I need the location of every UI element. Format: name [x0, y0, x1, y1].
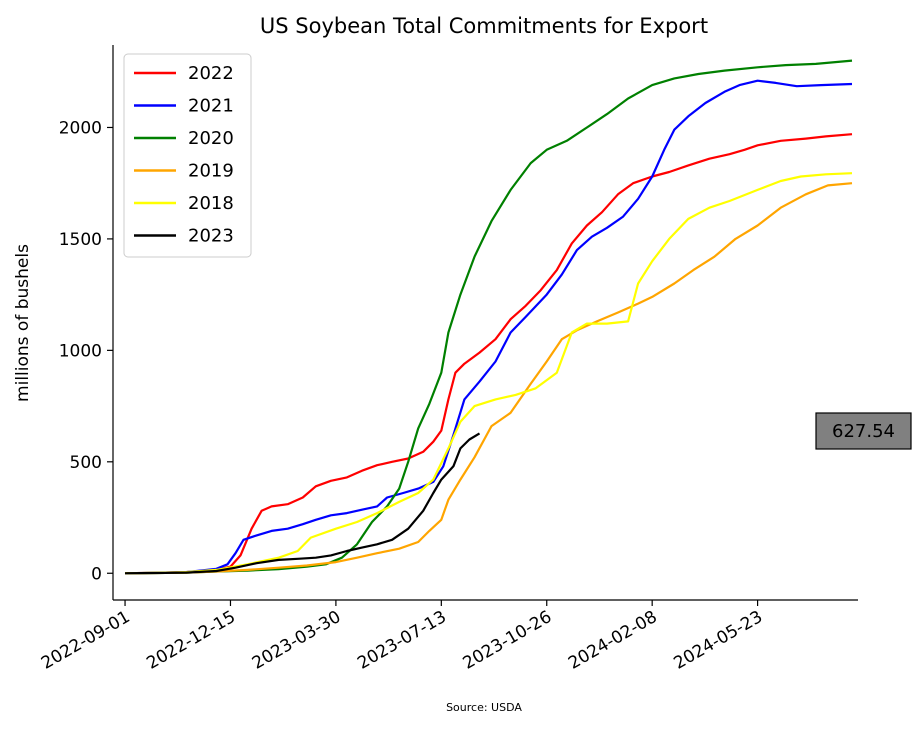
legend-label-2023: 2023 — [188, 226, 234, 247]
x-tick-label: 2022-09-01 — [38, 607, 134, 674]
series-line-2019 — [124, 182, 853, 575]
series-line-2020 — [124, 59, 853, 575]
callout-value: 627.54 — [832, 421, 895, 442]
series-line-2021 — [124, 79, 853, 575]
series-line-2022 — [124, 133, 853, 575]
legend-label-2021: 2021 — [188, 96, 234, 117]
legend: 2022 2021 2020 2019 2018 2023 — [123, 53, 252, 258]
x-tick-label: 2024-05-23 — [671, 607, 767, 674]
source-note: Source: USDA — [446, 701, 522, 714]
legend-label-2020: 2020 — [188, 128, 234, 149]
series-line-2023 — [124, 432, 481, 575]
chart-title: US Soybean Total Commitments for Export — [260, 14, 708, 38]
legend-label-2022: 2022 — [188, 63, 234, 84]
x-tick-label: 2024-02-08 — [565, 607, 661, 674]
value-callout: 627.54 — [815, 412, 912, 450]
y-tick-label: 0 — [91, 564, 102, 584]
y-axis-label: millions of bushels — [13, 244, 33, 402]
y-tick-label: 2000 — [59, 118, 102, 138]
x-tick-label: 2023-10-26 — [460, 607, 556, 674]
y-tick-label: 1500 — [59, 230, 102, 250]
y-tick-label: 500 — [70, 453, 102, 473]
callout-box — [815, 412, 912, 450]
x-tick-label: 2023-07-13 — [354, 607, 450, 674]
series-line-2018 — [124, 172, 853, 575]
legend-label-2019: 2019 — [188, 161, 234, 182]
x-tick-label: 2023-03-30 — [249, 607, 345, 674]
series-layer — [124, 59, 853, 575]
x-tick-label: 2022-12-15 — [143, 607, 239, 674]
y-tick-label: 1000 — [59, 341, 102, 361]
legend-label-2018: 2018 — [188, 193, 234, 214]
